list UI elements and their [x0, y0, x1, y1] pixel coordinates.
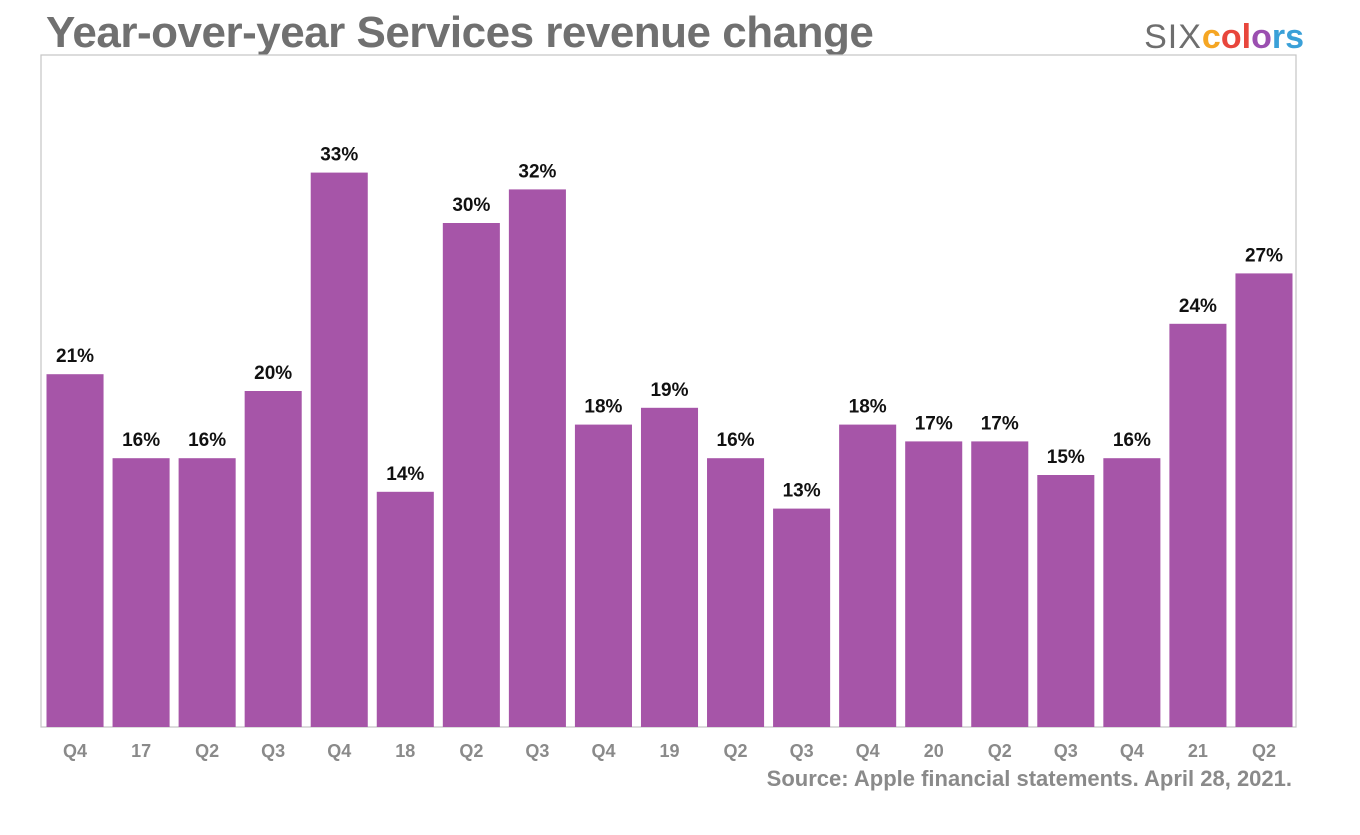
- logo-letter: l: [1241, 18, 1252, 56]
- sixcolors-logo: SIXcolors: [1144, 18, 1304, 57]
- bar-value-label: 13%: [783, 481, 821, 502]
- x-tick-label: Q4: [327, 741, 351, 761]
- bar: [244, 391, 302, 727]
- bar: [310, 172, 368, 728]
- bar-value-label: 17%: [981, 413, 1019, 434]
- bar: [773, 508, 831, 727]
- x-tick-label: Q2: [988, 741, 1012, 761]
- x-tick-label: Q4: [1120, 741, 1144, 761]
- x-tick-label: 21: [1188, 741, 1208, 761]
- x-tick-label: Q2: [724, 741, 748, 761]
- logo-letter: o: [1220, 18, 1242, 56]
- x-tick-label: 17: [131, 741, 151, 761]
- bar: [442, 223, 500, 727]
- bar-value-label: 19%: [650, 380, 688, 401]
- bar-value-label: 24%: [1179, 296, 1217, 317]
- x-tick-label: Q2: [1252, 741, 1276, 761]
- bar-value-label: 16%: [188, 430, 226, 451]
- bar-value-label: 32%: [518, 161, 556, 182]
- x-tick-label: 20: [924, 741, 944, 761]
- x-tick-label: Q3: [525, 741, 549, 761]
- x-tick-label: Q3: [790, 741, 814, 761]
- bar: [574, 424, 632, 727]
- bar-value-label: 30%: [452, 195, 490, 216]
- bar: [1103, 458, 1161, 727]
- bar: [112, 458, 170, 727]
- bar-value-label: 18%: [584, 397, 622, 418]
- bar: [707, 458, 765, 727]
- logo-letter: s: [1285, 18, 1304, 56]
- bar: [640, 407, 699, 727]
- bar-value-label: 16%: [1113, 430, 1151, 451]
- bar: [905, 441, 963, 727]
- bar: [508, 189, 566, 727]
- bar-value-label: 16%: [122, 430, 160, 451]
- bar: [178, 458, 236, 727]
- source-note: Source: Apple financial statements. Apri…: [766, 766, 1292, 791]
- chart-title: Year-over-year Services revenue change: [46, 8, 874, 57]
- bar: [376, 491, 434, 727]
- x-tick-label: Q4: [591, 741, 615, 761]
- x-tick-label: Q3: [261, 741, 285, 761]
- x-tick-label: Q4: [63, 741, 87, 761]
- bar: [1037, 475, 1095, 727]
- bar: [971, 441, 1029, 727]
- bar: [46, 374, 104, 727]
- bar-value-label: 14%: [386, 464, 424, 485]
- x-tick-label: 18: [395, 741, 415, 761]
- bar: [1169, 323, 1227, 727]
- bar: [1235, 273, 1293, 727]
- bar: [839, 424, 897, 727]
- logo-letter: o: [1251, 18, 1272, 56]
- bar-value-label: 33%: [320, 145, 358, 166]
- bar-value-label: 16%: [717, 430, 755, 451]
- x-tick-label: Q4: [856, 741, 880, 761]
- x-tick-label: Q3: [1054, 741, 1078, 761]
- logo-colors-text: colors: [1202, 18, 1304, 56]
- logo-letter: r: [1271, 18, 1286, 56]
- bar-value-label: 18%: [849, 397, 887, 418]
- x-tick-label: 19: [659, 741, 679, 761]
- bar-value-label: 20%: [254, 363, 292, 384]
- bar-value-label: 17%: [915, 413, 953, 434]
- logo-six-text: SIX: [1144, 18, 1202, 56]
- bar-value-label: 21%: [56, 346, 94, 367]
- logo-letter: c: [1201, 18, 1221, 56]
- bar-value-label: 27%: [1245, 245, 1283, 266]
- bar-value-label: 15%: [1047, 447, 1085, 468]
- x-tick-label: Q2: [459, 741, 483, 761]
- x-tick-label: Q2: [195, 741, 219, 761]
